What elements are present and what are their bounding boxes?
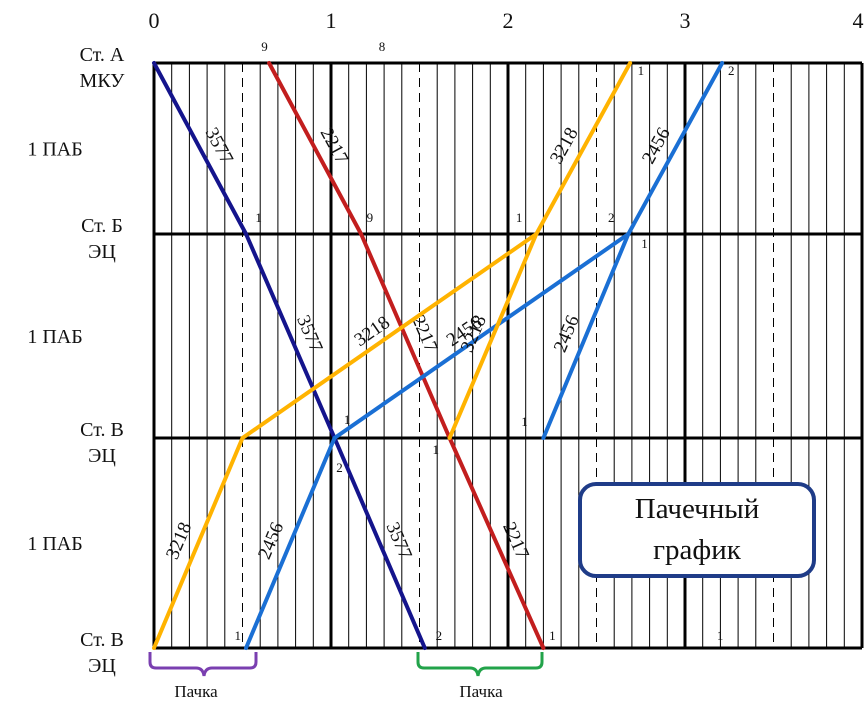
- legend-line-1: Пачечный: [635, 493, 760, 525]
- station-labels: Ст. А МКУ Ст. Б ЭЦ Ст. В ЭЦ Ст. В ЭЦ: [80, 44, 126, 677]
- train-segment: [240, 232, 539, 440]
- train-segment: [359, 232, 452, 440]
- track-number-mark: 2: [336, 460, 343, 475]
- track-number-mark: 2: [728, 63, 735, 78]
- legend-box: Пачечный график: [578, 482, 816, 578]
- train-segment: [244, 232, 337, 440]
- track-number-mark: 1: [638, 63, 645, 78]
- hour-label: 4: [853, 8, 864, 33]
- track-marks: 9 8 1 2 1 9 1 2 1 1 1 2 1 1 2 1 1: [235, 39, 735, 643]
- track-number-mark: 2: [436, 628, 443, 643]
- track-number-mark: 1: [641, 236, 648, 251]
- track-number-mark: 1: [344, 412, 351, 427]
- track-number-mark: 1: [255, 210, 262, 225]
- train-segment: [534, 61, 633, 236]
- block-section-label: 1 ПАБ: [27, 139, 82, 161]
- hour-label: 3: [680, 8, 691, 33]
- legend-line-2: график: [653, 534, 742, 566]
- hour-axis-labels: 0 1 2 3 4: [149, 8, 864, 33]
- track-number-mark: 1: [717, 628, 724, 643]
- track-number-mark: 1: [549, 628, 556, 643]
- station-name: Ст. А: [80, 44, 125, 66]
- pack-bracket-2: [416, 652, 544, 677]
- train-segment: [447, 436, 546, 650]
- block-section-label: 1 ПАБ: [27, 326, 82, 348]
- train-segment: [152, 436, 245, 650]
- train-segment: [541, 232, 631, 440]
- track-number-mark: 1: [235, 628, 242, 643]
- train-segment: [332, 436, 427, 650]
- track-number-mark: 1: [433, 442, 440, 457]
- hour-label: 2: [503, 8, 514, 33]
- track-number-mark: 8: [379, 39, 386, 54]
- track-number-mark: 1: [516, 210, 523, 225]
- pack-bracket-1: [148, 652, 258, 677]
- station-name: Ст. В: [80, 629, 124, 651]
- pack-brackets: Пачка Пачка: [148, 652, 544, 701]
- station-name: Ст. Б: [81, 215, 123, 237]
- train-segment: [447, 232, 539, 440]
- station-interlocking-type: МКУ: [80, 70, 126, 92]
- train-segment: [244, 436, 337, 650]
- hour-label: 1: [326, 8, 337, 33]
- track-number-mark: 9: [261, 39, 268, 54]
- train-lines: 3577357735772217221722173218321832182456…: [152, 61, 725, 650]
- train-segment: [267, 61, 364, 236]
- block-section-label: 1 ПАБ: [27, 533, 82, 555]
- station-name: Ст. В: [80, 419, 124, 441]
- block-section-labels: 1 ПАБ 1 ПАБ 1 ПАБ: [27, 139, 82, 556]
- station-interlocking-type: ЭЦ: [88, 445, 116, 467]
- track-number-mark: 2: [608, 210, 615, 225]
- pack-label-1: Пачка: [174, 682, 218, 701]
- hour-label: 0: [149, 8, 160, 33]
- track-number-mark: 1: [521, 414, 528, 429]
- train-number-label: 3218: [351, 312, 394, 351]
- pack-label-2: Пачка: [459, 682, 503, 701]
- station-interlocking-type: ЭЦ: [88, 241, 116, 263]
- train-segment: [626, 61, 725, 236]
- station-interlocking-type: ЭЦ: [88, 655, 116, 677]
- train-segment: [332, 232, 631, 440]
- track-number-mark: 9: [367, 210, 374, 225]
- train-segment: [152, 61, 249, 236]
